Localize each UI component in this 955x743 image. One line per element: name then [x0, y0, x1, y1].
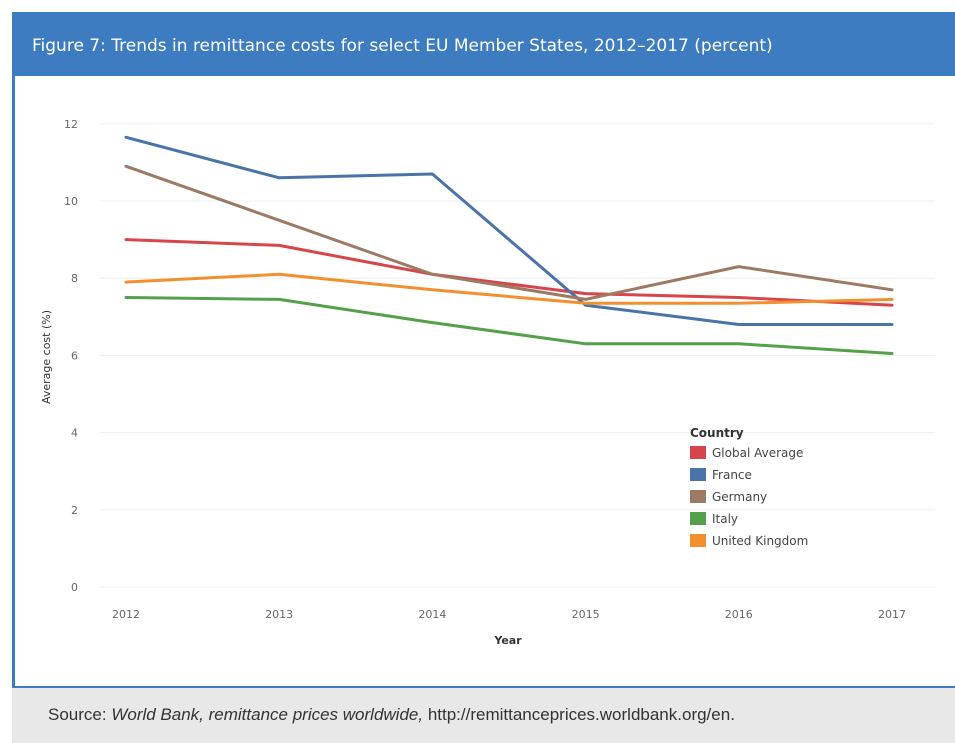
- figure-header: Figure 7: Trends in remittance costs for…: [12, 12, 955, 76]
- legend-label: Germany: [712, 490, 767, 504]
- x-tick-label: 2016: [725, 608, 753, 621]
- legend-title: Country: [690, 426, 744, 440]
- y-tick-label: 10: [64, 195, 78, 208]
- grid-layer: [100, 123, 935, 588]
- y-axis-ticks: 0 2 4 6 8 10 12: [64, 118, 78, 594]
- legend-label: United Kingdom: [712, 534, 808, 548]
- legend-swatch: [690, 490, 706, 503]
- y-tick-label: 12: [64, 118, 78, 131]
- legend-label: France: [712, 468, 752, 482]
- series-lines: [124, 135, 894, 355]
- source-italic: World Bank, remittance prices worldwide,: [111, 705, 424, 724]
- source-prefix: Source:: [48, 705, 112, 724]
- legend-label: Italy: [712, 512, 738, 526]
- legend-swatch: [690, 534, 706, 547]
- legend-swatch: [690, 512, 706, 525]
- legend-swatch: [690, 468, 706, 481]
- panel-border-left: [12, 76, 15, 688]
- series-line-france: [124, 135, 894, 326]
- series-line-italy: [124, 296, 894, 355]
- x-axis-ticks: 2012 2013 2014 2015 2016 2017: [112, 608, 906, 621]
- x-tick-label: 2015: [572, 608, 600, 621]
- figure-title: Figure 7: Trends in remittance costs for…: [32, 36, 773, 56]
- y-axis-title: Average cost (%): [40, 310, 53, 404]
- series-line-united-kingdom: [124, 272, 894, 305]
- legend-label: Global Average: [712, 446, 803, 460]
- source-url: http://remittanceprices.worldbank.org/en…: [423, 705, 735, 724]
- panel-border-bottom: [12, 686, 955, 688]
- legend-swatch: [690, 446, 706, 459]
- y-tick-label: 2: [71, 504, 78, 517]
- header-divider: [12, 76, 955, 79]
- x-tick-label: 2012: [112, 608, 140, 621]
- y-tick-label: 0: [71, 581, 78, 594]
- source-footer: Source: World Bank, remittance prices wo…: [12, 688, 955, 743]
- x-tick-label: 2013: [265, 608, 293, 621]
- series-line-global-average: [124, 238, 894, 307]
- x-tick-label: 2017: [878, 608, 906, 621]
- x-axis-title: Year: [493, 634, 522, 647]
- legend: Country Global Average France Germany Italy…: [690, 426, 808, 548]
- y-tick-label: 8: [71, 272, 78, 285]
- y-tick-label: 4: [71, 427, 78, 440]
- series-line-germany: [124, 164, 894, 301]
- y-tick-label: 6: [71, 349, 78, 362]
- x-tick-label: 2014: [418, 608, 446, 621]
- source-text: Source: World Bank, remittance prices wo…: [48, 705, 735, 725]
